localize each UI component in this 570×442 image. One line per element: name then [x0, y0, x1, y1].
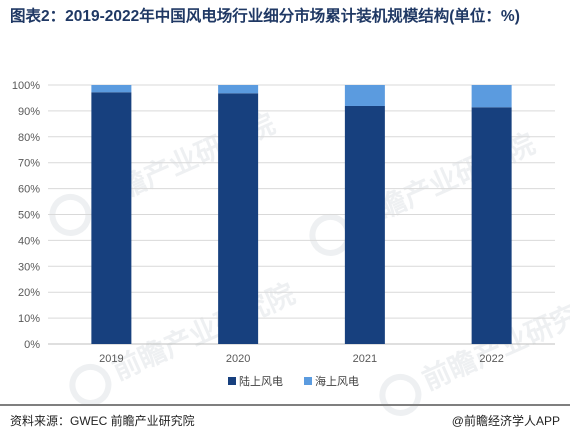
bar-onshore	[344, 105, 385, 344]
x-tick-label: 2022	[479, 353, 503, 365]
y-tick-label: 20%	[18, 287, 40, 299]
y-tick-label: 80%	[18, 132, 40, 144]
y-tick-label: 100%	[12, 80, 40, 92]
legend: 陆上风电 海上风电	[228, 374, 359, 388]
legend-swatch	[304, 377, 312, 385]
y-tick-label: 60%	[18, 184, 40, 196]
legend-label: 海上风电	[315, 374, 359, 388]
y-tick-label: 50%	[18, 210, 40, 222]
legend-label: 陆上风电	[239, 374, 283, 388]
y-tick-label: 10%	[18, 313, 40, 325]
y-axis-ticks: 0% 10% 20% 30% 40% 50% 60% 70% 80% 90% 100%	[12, 80, 40, 351]
y-tick-label: 40%	[18, 235, 40, 247]
source-note: 资料来源：GWEC 前瞻产业研究院	[10, 414, 195, 428]
grid-lines	[48, 84, 555, 345]
x-tick-label: 2021	[353, 353, 377, 365]
bar-offshore	[344, 85, 385, 106]
chart-title: 图表2：2019-2022年中国风电场行业细分市场累计装机规模结构(单位：%)	[10, 8, 520, 25]
bar-onshore	[91, 92, 132, 344]
bar-offshore	[218, 85, 259, 94]
bar-onshore	[218, 93, 259, 345]
y-tick-label: 0%	[24, 339, 40, 351]
legend-swatch	[228, 377, 236, 385]
y-tick-label: 70%	[18, 158, 40, 170]
bar-offshore	[91, 85, 132, 93]
y-tick-label: 30%	[18, 261, 40, 273]
x-axis-ticks: 2019 2020 2021 2022	[99, 353, 504, 365]
bar-offshore	[471, 85, 512, 108]
bars	[91, 85, 512, 345]
stacked-bar-chart: 0%10%20%30%40%50%60%70%80%90%100% 2019 20…	[12, 80, 555, 388]
bar-onshore	[471, 107, 512, 344]
y-tick-label: 90%	[18, 106, 40, 118]
x-tick-label: 2020	[226, 353, 250, 365]
x-tick-label: 2019	[99, 353, 123, 365]
brand-label: @前瞻经济学人APP	[451, 414, 560, 428]
footer: 资料来源：GWEC 前瞻产业研究院 @前瞻经济学人APP	[0, 404, 570, 442]
